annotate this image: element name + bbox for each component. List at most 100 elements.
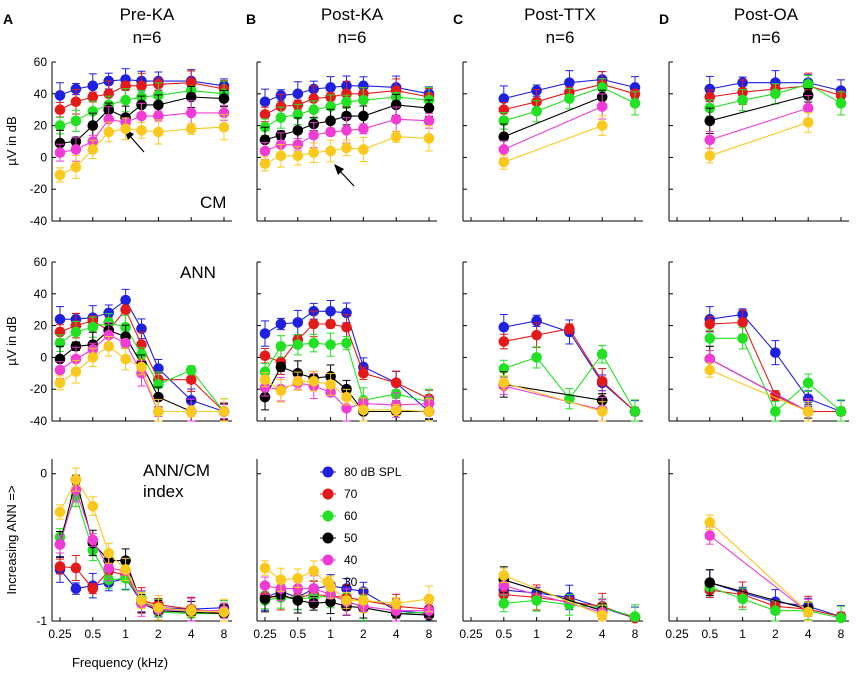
series-line-30 [709, 369, 809, 413]
data-point-60 [70, 115, 82, 127]
x-tick-label: 2 [566, 627, 573, 641]
data-point-40 [120, 337, 131, 349]
panel-a-ann: -40 -20 0 20 40 60 [30, 255, 232, 428]
data-point-30 [218, 606, 230, 618]
data-point-40 [70, 144, 82, 155]
x-tick-label: 0.25 [48, 627, 72, 641]
data-point-50 [423, 102, 435, 114]
data-point-60 [292, 339, 304, 350]
x-tick-label: 0.5 [495, 627, 512, 641]
data-point-60 [325, 339, 336, 350]
data-point-30 [596, 406, 608, 417]
data-point-60 [54, 120, 66, 131]
panels: -40 -20 0 20 40 60 -40 -20 0 20 40 60 -1 0 0.25 0.5 1 2 4 8… [30, 55, 849, 641]
data-point-60 [629, 98, 641, 109]
data-point-60 [341, 96, 352, 108]
data-point-50 [153, 99, 164, 111]
x-tick-label: 8 [632, 627, 639, 641]
data-point-80 [358, 80, 369, 92]
data-point-60 [275, 340, 287, 352]
y-tick-label: -40 [30, 214, 48, 228]
data-point-50 [185, 91, 197, 103]
data-point-40 [185, 107, 197, 119]
data-point-50 [275, 361, 287, 373]
data-point-30 [358, 144, 369, 155]
data-point-60 [358, 94, 369, 106]
data-point-70 [185, 77, 197, 88]
data-point-50 [54, 137, 66, 149]
data-point-30 [70, 474, 82, 485]
data-point-30 [259, 374, 271, 385]
data-point-40 [423, 115, 435, 127]
data-point-30 [292, 572, 304, 584]
data-point-30 [341, 391, 352, 403]
y-tick-label: 0 [40, 467, 47, 481]
data-point-50 [341, 110, 352, 122]
x-tick-label: 2 [155, 627, 162, 641]
data-point-30 [136, 361, 147, 373]
data-point-40 [103, 562, 115, 574]
data-point-50 [704, 577, 716, 589]
row-title-index-1: ANN/CM [143, 461, 210, 480]
data-point-30 [498, 156, 510, 168]
legend-label-40: 40 [344, 553, 358, 567]
data-point-40 [341, 402, 352, 414]
series-line-30 [709, 521, 809, 613]
data-point-40 [218, 107, 230, 119]
data-point-30 [423, 133, 435, 144]
data-point-40 [292, 583, 304, 594]
series-line-40 [709, 358, 809, 412]
data-point-60 [704, 333, 716, 344]
x-tick-label: 0.5 [84, 627, 101, 641]
data-point-40 [596, 101, 608, 112]
data-point-30 [358, 404, 369, 416]
data-point-60 [87, 105, 99, 117]
data-point-80 [341, 307, 352, 319]
data-point-30 [103, 126, 115, 138]
column-n-post-ka: n=6 [338, 28, 367, 47]
data-point-60 [531, 595, 542, 606]
x-tick-label: 1 [327, 627, 334, 641]
data-point-40 [308, 583, 320, 594]
data-point-50 [218, 93, 230, 104]
column-title-post-oa: Post-OA [734, 5, 799, 24]
data-point-30 [153, 126, 164, 138]
data-point-40 [358, 123, 369, 135]
data-point-30 [390, 404, 402, 416]
data-point-30 [423, 406, 435, 417]
data-point-30 [308, 375, 320, 387]
data-point-50 [70, 340, 82, 352]
data-point-60 [498, 115, 510, 127]
data-point-60 [185, 364, 197, 376]
data-point-30 [70, 366, 82, 378]
data-point-30 [390, 131, 402, 143]
data-point-60 [531, 105, 542, 117]
data-point-40 [259, 382, 271, 393]
data-point-30 [358, 595, 369, 606]
data-point-30 [308, 147, 320, 158]
data-point-30 [704, 364, 716, 376]
x-tick-label: 2 [360, 627, 367, 641]
y-tick-label: -1 [36, 614, 47, 628]
data-point-60 [308, 104, 320, 115]
data-point-40 [259, 580, 271, 591]
data-point-40 [341, 125, 352, 136]
y-tick-label: 40 [34, 287, 48, 301]
data-point-60 [629, 406, 641, 417]
x-tick-label: 4 [393, 627, 400, 641]
data-point-60 [531, 352, 542, 363]
data-point-70 [596, 375, 608, 387]
x-tick-label: 1 [533, 627, 540, 641]
legend-entry-70: 70 [320, 487, 358, 501]
data-point-60 [275, 112, 287, 123]
x-tick-label: 0.5 [289, 627, 306, 641]
data-point-70 [704, 318, 716, 330]
data-point-80 [704, 83, 716, 95]
data-point-60 [835, 98, 847, 109]
data-point-60 [802, 377, 814, 389]
data-point-30 [802, 406, 814, 417]
series-line-40 [503, 105, 603, 150]
data-point-30 [218, 121, 230, 133]
data-point-80 [498, 93, 510, 104]
